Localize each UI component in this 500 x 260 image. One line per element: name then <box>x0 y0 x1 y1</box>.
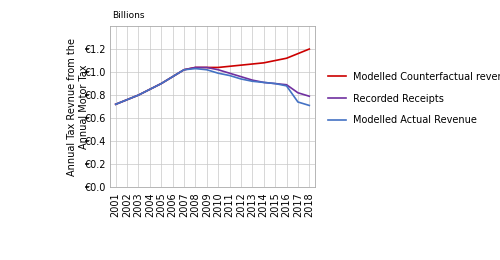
Modelled Counterfactual revenue <box>215 66 221 69</box>
Modelled Actual Revenue <box>226 74 232 77</box>
Y-axis label: Annual Tax Revnue from the
Annual Motor Tax: Annual Tax Revnue from the Annual Motor … <box>68 38 89 176</box>
Modelled Actual Revenue <box>124 98 130 101</box>
Recorded Receipts <box>238 75 244 78</box>
Recorded Receipts <box>204 66 210 69</box>
Modelled Actual Revenue <box>136 94 141 97</box>
Modelled Actual Revenue <box>192 67 198 70</box>
Modelled Counterfactual revenue <box>306 48 312 51</box>
Modelled Actual Revenue <box>260 81 266 84</box>
Modelled Actual Revenue <box>158 82 164 85</box>
Modelled Actual Revenue <box>215 72 221 75</box>
Modelled Counterfactual revenue <box>284 57 290 60</box>
Line: Recorded Receipts: Recorded Receipts <box>116 67 310 104</box>
Recorded Receipts <box>250 79 256 82</box>
Recorded Receipts <box>181 68 187 71</box>
Recorded Receipts <box>215 68 221 71</box>
Recorded Receipts <box>124 98 130 101</box>
Modelled Actual Revenue <box>112 103 118 106</box>
Recorded Receipts <box>260 81 266 84</box>
Modelled Counterfactual revenue <box>295 52 301 55</box>
Modelled Counterfactual revenue <box>170 75 175 78</box>
Modelled Counterfactual revenue <box>136 94 141 97</box>
Modelled Counterfactual revenue <box>272 59 278 62</box>
Modelled Actual Revenue <box>238 77 244 81</box>
Modelled Counterfactual revenue <box>238 64 244 67</box>
Recorded Receipts <box>306 95 312 98</box>
Line: Modelled Counterfactual revenue: Modelled Counterfactual revenue <box>116 49 310 104</box>
Recorded Receipts <box>136 94 141 97</box>
Recorded Receipts <box>226 72 232 75</box>
Recorded Receipts <box>147 88 153 91</box>
Recorded Receipts <box>284 83 290 86</box>
Modelled Counterfactual revenue <box>158 82 164 85</box>
Modelled Actual Revenue <box>170 75 175 78</box>
Modelled Counterfactual revenue <box>181 68 187 71</box>
Modelled Actual Revenue <box>306 104 312 107</box>
Modelled Actual Revenue <box>147 88 153 91</box>
Modelled Counterfactual revenue <box>124 98 130 101</box>
Modelled Counterfactual revenue <box>192 66 198 69</box>
Modelled Actual Revenue <box>284 84 290 87</box>
Modelled Actual Revenue <box>272 82 278 85</box>
Modelled Actual Revenue <box>295 100 301 103</box>
Modelled Counterfactual revenue <box>204 66 210 69</box>
Recorded Receipts <box>112 103 118 106</box>
Modelled Counterfactual revenue <box>226 65 232 68</box>
Line: Modelled Actual Revenue: Modelled Actual Revenue <box>116 69 310 106</box>
Modelled Actual Revenue <box>204 68 210 71</box>
Legend: Modelled Counterfactual revenue, Recorded Receipts, Modelled Actual Revenue: Modelled Counterfactual revenue, Recorde… <box>328 72 500 125</box>
Recorded Receipts <box>192 66 198 69</box>
Recorded Receipts <box>158 82 164 85</box>
Modelled Counterfactual revenue <box>250 62 256 66</box>
Modelled Actual Revenue <box>250 80 256 83</box>
Text: Billions: Billions <box>112 11 144 20</box>
Recorded Receipts <box>170 75 175 78</box>
Modelled Counterfactual revenue <box>112 103 118 106</box>
Recorded Receipts <box>272 82 278 85</box>
Modelled Counterfactual revenue <box>260 61 266 64</box>
Recorded Receipts <box>295 91 301 94</box>
Modelled Counterfactual revenue <box>147 88 153 91</box>
Modelled Actual Revenue <box>181 68 187 71</box>
